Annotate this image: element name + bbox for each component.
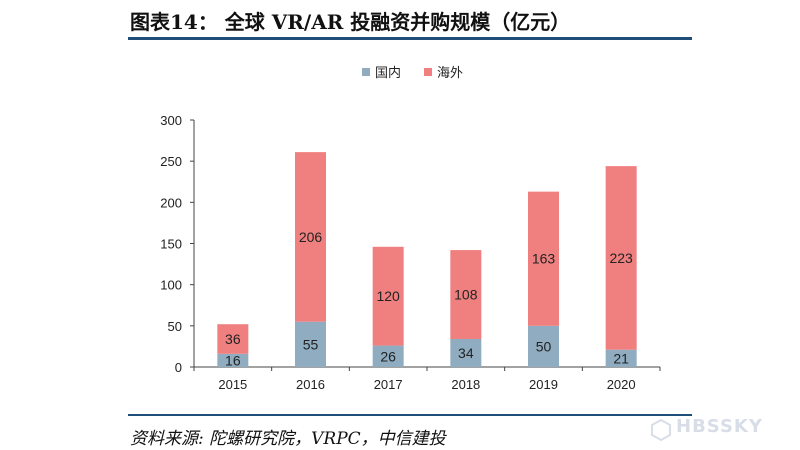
watermark-logo-icon	[651, 418, 671, 442]
x-tick-label: 2017	[374, 377, 403, 392]
data-label: 108	[454, 287, 478, 303]
y-tick-label: 150	[160, 237, 182, 252]
chart-title: 图表14： 全球 VR/AR 投融资并购规模（亿元）	[130, 10, 571, 34]
bar-overseas	[295, 152, 326, 322]
legend-swatch-0	[362, 68, 370, 76]
bar-overseas	[605, 166, 637, 350]
y-tick-label: 100	[160, 278, 182, 293]
bar-domestic	[450, 339, 482, 367]
x-tick-label: 2020	[607, 377, 636, 392]
bar-overseas	[528, 191, 559, 326]
source-note: 资料来源: 陀螺研究院，VRPC，中信建投	[130, 429, 446, 449]
bar-domestic	[372, 345, 404, 367]
bar-overseas	[372, 246, 404, 346]
data-label: 223	[609, 250, 633, 266]
x-tick-label: 2019	[529, 377, 558, 392]
legend-swatch-1	[424, 68, 432, 76]
y-tick-label: 200	[160, 195, 182, 210]
x-tick-label: 2016	[296, 377, 325, 392]
bar-domestic	[528, 325, 559, 367]
bar-overseas	[217, 324, 249, 354]
data-label: 26	[380, 348, 396, 364]
source-rule	[128, 414, 692, 416]
stacked-bar-chart: 国内 海外 0 50 100 150 200 250 300 16 36 2015 55 206 2016 2…	[160, 65, 661, 392]
x-tick-label: 2018	[451, 377, 480, 392]
x-tick-label: 2015	[218, 377, 247, 392]
data-label: 206	[299, 229, 323, 245]
data-label: 16	[225, 352, 241, 368]
data-label: 120	[376, 288, 400, 304]
legend-label-0: 国内	[375, 65, 401, 81]
data-label: 36	[225, 331, 241, 347]
y-tick-label: 50	[168, 319, 182, 334]
data-label: 21	[613, 350, 629, 366]
data-label: 50	[536, 338, 552, 354]
y-tick-label: 300	[160, 113, 182, 128]
data-label: 163	[532, 251, 556, 267]
bar-domestic	[295, 321, 326, 367]
data-label: 55	[303, 336, 319, 352]
title-rule	[128, 37, 692, 40]
bar-domestic	[605, 349, 637, 367]
y-tick-label: 0	[175, 360, 182, 375]
legend-label-1: 海外	[437, 66, 463, 81]
bar-overseas	[450, 250, 482, 340]
bar-domestic	[217, 353, 249, 367]
data-label: 34	[458, 345, 474, 361]
watermark-text: HBSSKY	[676, 416, 763, 437]
y-tick-label: 250	[160, 154, 182, 169]
